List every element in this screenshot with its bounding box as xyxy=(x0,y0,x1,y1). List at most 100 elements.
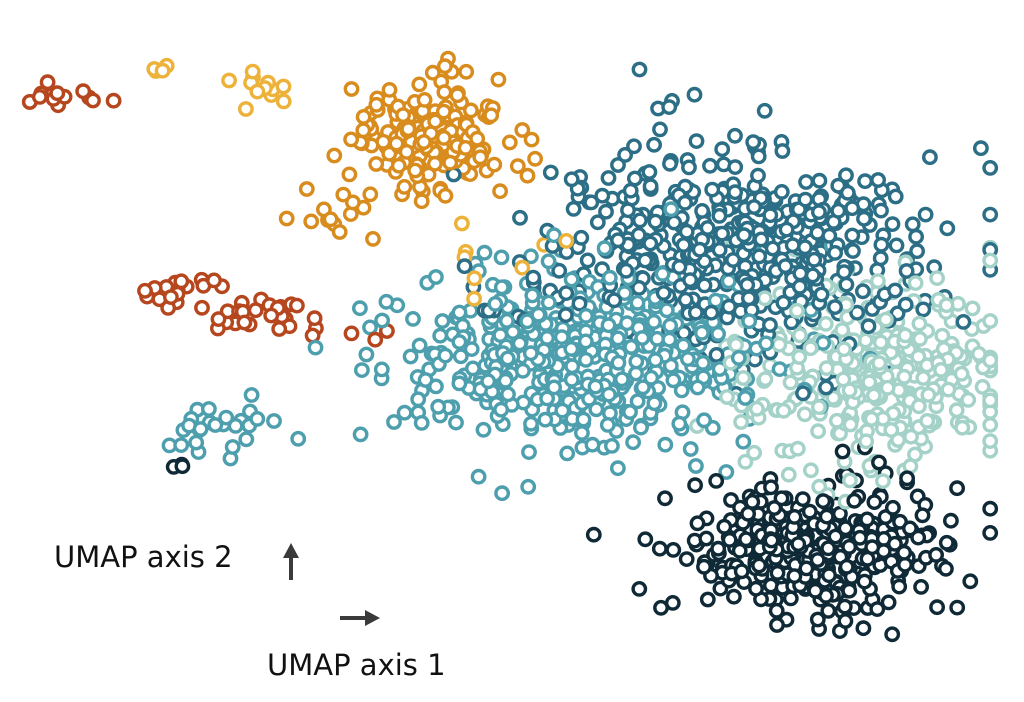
scatter-point xyxy=(749,400,765,417)
scatter-point xyxy=(887,535,903,552)
scatter-point xyxy=(875,473,891,489)
scatter-point xyxy=(789,440,806,457)
scatter-point xyxy=(940,381,957,398)
scatter-point xyxy=(378,293,395,310)
scatter-point xyxy=(911,315,928,332)
scatter-point xyxy=(558,232,575,249)
scatter-point xyxy=(452,348,469,365)
scatter-point xyxy=(675,237,692,253)
scatter-point xyxy=(757,371,774,387)
scatter-point xyxy=(75,83,92,100)
scatter-point xyxy=(594,187,611,204)
scatter-point xyxy=(962,573,979,590)
scatter-point xyxy=(842,472,858,489)
scatter-point xyxy=(622,182,639,199)
scatter-point xyxy=(703,304,720,321)
scatter-point xyxy=(810,423,826,440)
scatter-point xyxy=(682,272,698,288)
scatter-point xyxy=(806,251,823,268)
scatter-point xyxy=(689,379,706,396)
scatter-point xyxy=(207,417,224,433)
scatter-point xyxy=(416,92,433,108)
scatter-point xyxy=(263,307,280,324)
scatter-point xyxy=(617,146,633,163)
scatter-point xyxy=(583,194,600,211)
scatter-point xyxy=(596,240,613,257)
scatter-point xyxy=(807,582,824,599)
scatter-point xyxy=(689,515,706,532)
scatter-point xyxy=(880,594,897,611)
scatter-point xyxy=(915,370,932,386)
scatter-point xyxy=(792,265,809,282)
scatter-point xyxy=(396,178,413,195)
scatter-point xyxy=(762,317,778,333)
scatter-point xyxy=(227,417,244,434)
scatter-point xyxy=(861,374,878,391)
scatter-point xyxy=(869,601,886,617)
scatter-point xyxy=(756,102,773,119)
scatter-point xyxy=(501,134,518,151)
scatter-point xyxy=(873,202,889,219)
scatter-point xyxy=(681,159,697,176)
scatter-point xyxy=(727,127,743,144)
scatter-point xyxy=(524,287,541,304)
scatter-point xyxy=(434,313,451,329)
scatter-point xyxy=(604,437,620,454)
scatter-point xyxy=(368,96,385,113)
scatter-point xyxy=(599,416,616,433)
scatter-point xyxy=(910,529,927,546)
scatter-point xyxy=(588,401,605,418)
scatter-point xyxy=(682,441,699,457)
scatter-point xyxy=(960,391,977,408)
scatter-point xyxy=(834,443,851,460)
scatter-point xyxy=(687,477,703,494)
scatter-point xyxy=(173,437,190,453)
scatter-point xyxy=(500,386,516,403)
scatter-point xyxy=(982,500,999,517)
scatter-point xyxy=(511,335,528,352)
scatter-point xyxy=(928,547,944,563)
scatter-point xyxy=(688,458,704,474)
scatter-point xyxy=(771,336,788,353)
scatter-point xyxy=(367,331,384,348)
scatter-point xyxy=(654,265,671,282)
scatter-point xyxy=(537,411,554,428)
scatter-point xyxy=(971,345,987,362)
scatter-point xyxy=(830,202,847,219)
scatter-point xyxy=(903,428,919,445)
scatter-point xyxy=(600,170,617,186)
scatter-point xyxy=(791,278,808,295)
scatter-point xyxy=(933,361,949,378)
scatter-point xyxy=(820,603,837,619)
scatter-point xyxy=(411,76,428,93)
scatter-point xyxy=(521,444,537,460)
scatter-point xyxy=(542,164,559,181)
scatter-point xyxy=(355,109,372,125)
scatter-point xyxy=(884,216,901,233)
scatter-point xyxy=(610,157,626,173)
scatter-point xyxy=(362,319,378,336)
scatter-point xyxy=(341,166,358,183)
scatter-point xyxy=(411,337,428,354)
scatter-point xyxy=(777,258,794,274)
scatter-point xyxy=(579,252,596,269)
scatter-point xyxy=(664,595,681,611)
scatter-point xyxy=(628,353,645,370)
scatter-point xyxy=(578,351,594,368)
scatter-point xyxy=(858,433,875,450)
scatter-point xyxy=(665,372,682,389)
scatter-point xyxy=(909,243,925,260)
scatter-point xyxy=(789,302,805,319)
scatter-point xyxy=(714,225,730,242)
scatter-point xyxy=(322,211,339,228)
scatter-point xyxy=(635,379,651,396)
scatter-point xyxy=(821,567,837,584)
scatter-point xyxy=(154,62,171,79)
scatter-point xyxy=(784,237,801,254)
scatter-point xyxy=(523,131,540,148)
scatter-point xyxy=(575,411,592,428)
scatter-point xyxy=(492,183,508,200)
scatter-point xyxy=(509,158,526,175)
scatter-point xyxy=(836,264,852,280)
scatter-point xyxy=(834,322,851,338)
